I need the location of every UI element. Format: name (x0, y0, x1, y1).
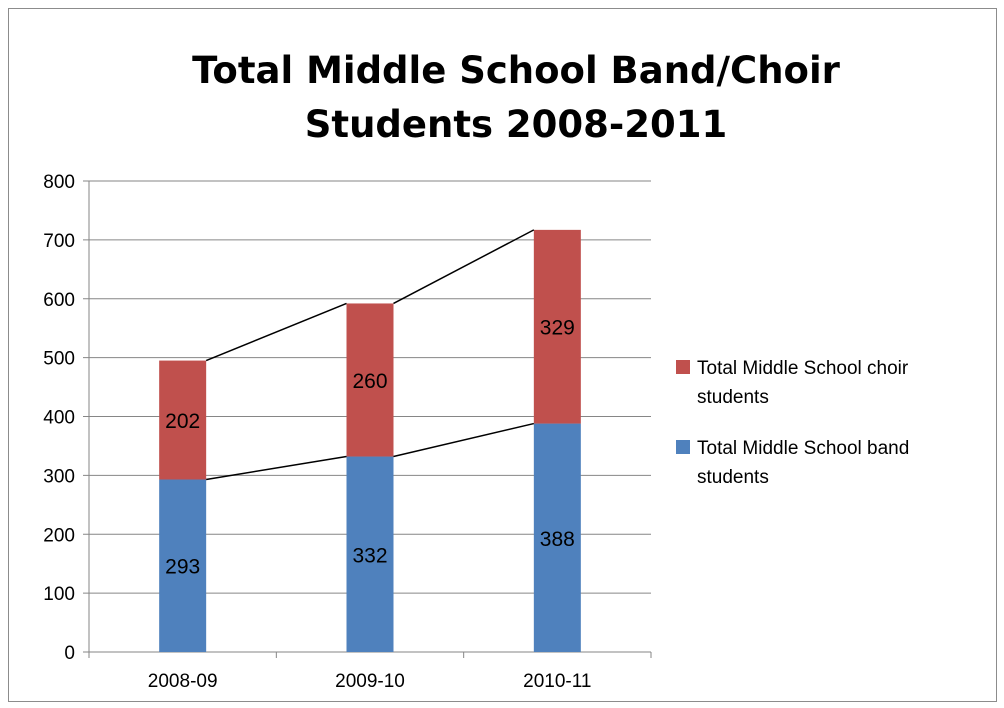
data-label: 293 (165, 556, 200, 579)
y-tick-label: 800 (43, 172, 75, 193)
chart-area: Total Middle School Band/Choir Students … (8, 8, 997, 702)
y-tick-label: 100 (43, 584, 75, 605)
bars (159, 229, 581, 652)
bar-segment (159, 479, 207, 652)
data-label: 329 (540, 317, 575, 340)
chart-title-line-2: Students 2008-2011 (305, 103, 728, 146)
series-line (206, 455, 347, 481)
legend-swatch (676, 440, 690, 454)
series-line (393, 422, 535, 458)
y-tick-label: 500 (43, 349, 75, 370)
bar-segment (533, 229, 581, 424)
legend: Total Middle School choir students Total M… (676, 358, 909, 488)
legend-swatch (676, 360, 690, 374)
y-tick-label: 600 (43, 290, 75, 311)
series-line (205, 302, 347, 362)
data-labels: 293 332 388 202 260 329 (165, 317, 575, 579)
data-label: 388 (540, 528, 575, 551)
legend-label: students (697, 387, 769, 408)
series-lines (205, 229, 535, 481)
chart-title-line-1: Total Middle School Band/Choir (192, 49, 841, 92)
y-tick-label: 0 (64, 643, 75, 664)
axes: 0 100 200 300 400 500 600 700 800 2008-09 2009-10 2… (43, 172, 652, 692)
y-tick-label: 400 (43, 408, 75, 429)
y-tick-label: 700 (43, 231, 75, 252)
legend-label: Total Middle School band (697, 438, 909, 459)
x-tick-label: 2008-09 (148, 671, 218, 692)
bar-segment (533, 423, 581, 652)
y-tick-label: 200 (43, 525, 75, 546)
stacked-bar-chart: Total Middle School Band/Choir Students … (43, 49, 909, 692)
bar-segment (346, 303, 394, 457)
bar-segment (159, 360, 207, 480)
data-label: 202 (165, 410, 200, 433)
data-label: 260 (352, 370, 387, 393)
chart-title: Total Middle School Band/Choir Students … (192, 49, 841, 146)
legend-label: Total Middle School choir (697, 358, 909, 379)
bar-segment (346, 456, 394, 652)
series-line (393, 229, 535, 305)
data-label: 332 (352, 544, 387, 567)
x-tick-label: 2009-10 (335, 671, 405, 692)
legend-label: students (697, 467, 769, 488)
x-tick-label: 2010-11 (523, 671, 591, 692)
y-tick-label: 300 (43, 466, 75, 487)
